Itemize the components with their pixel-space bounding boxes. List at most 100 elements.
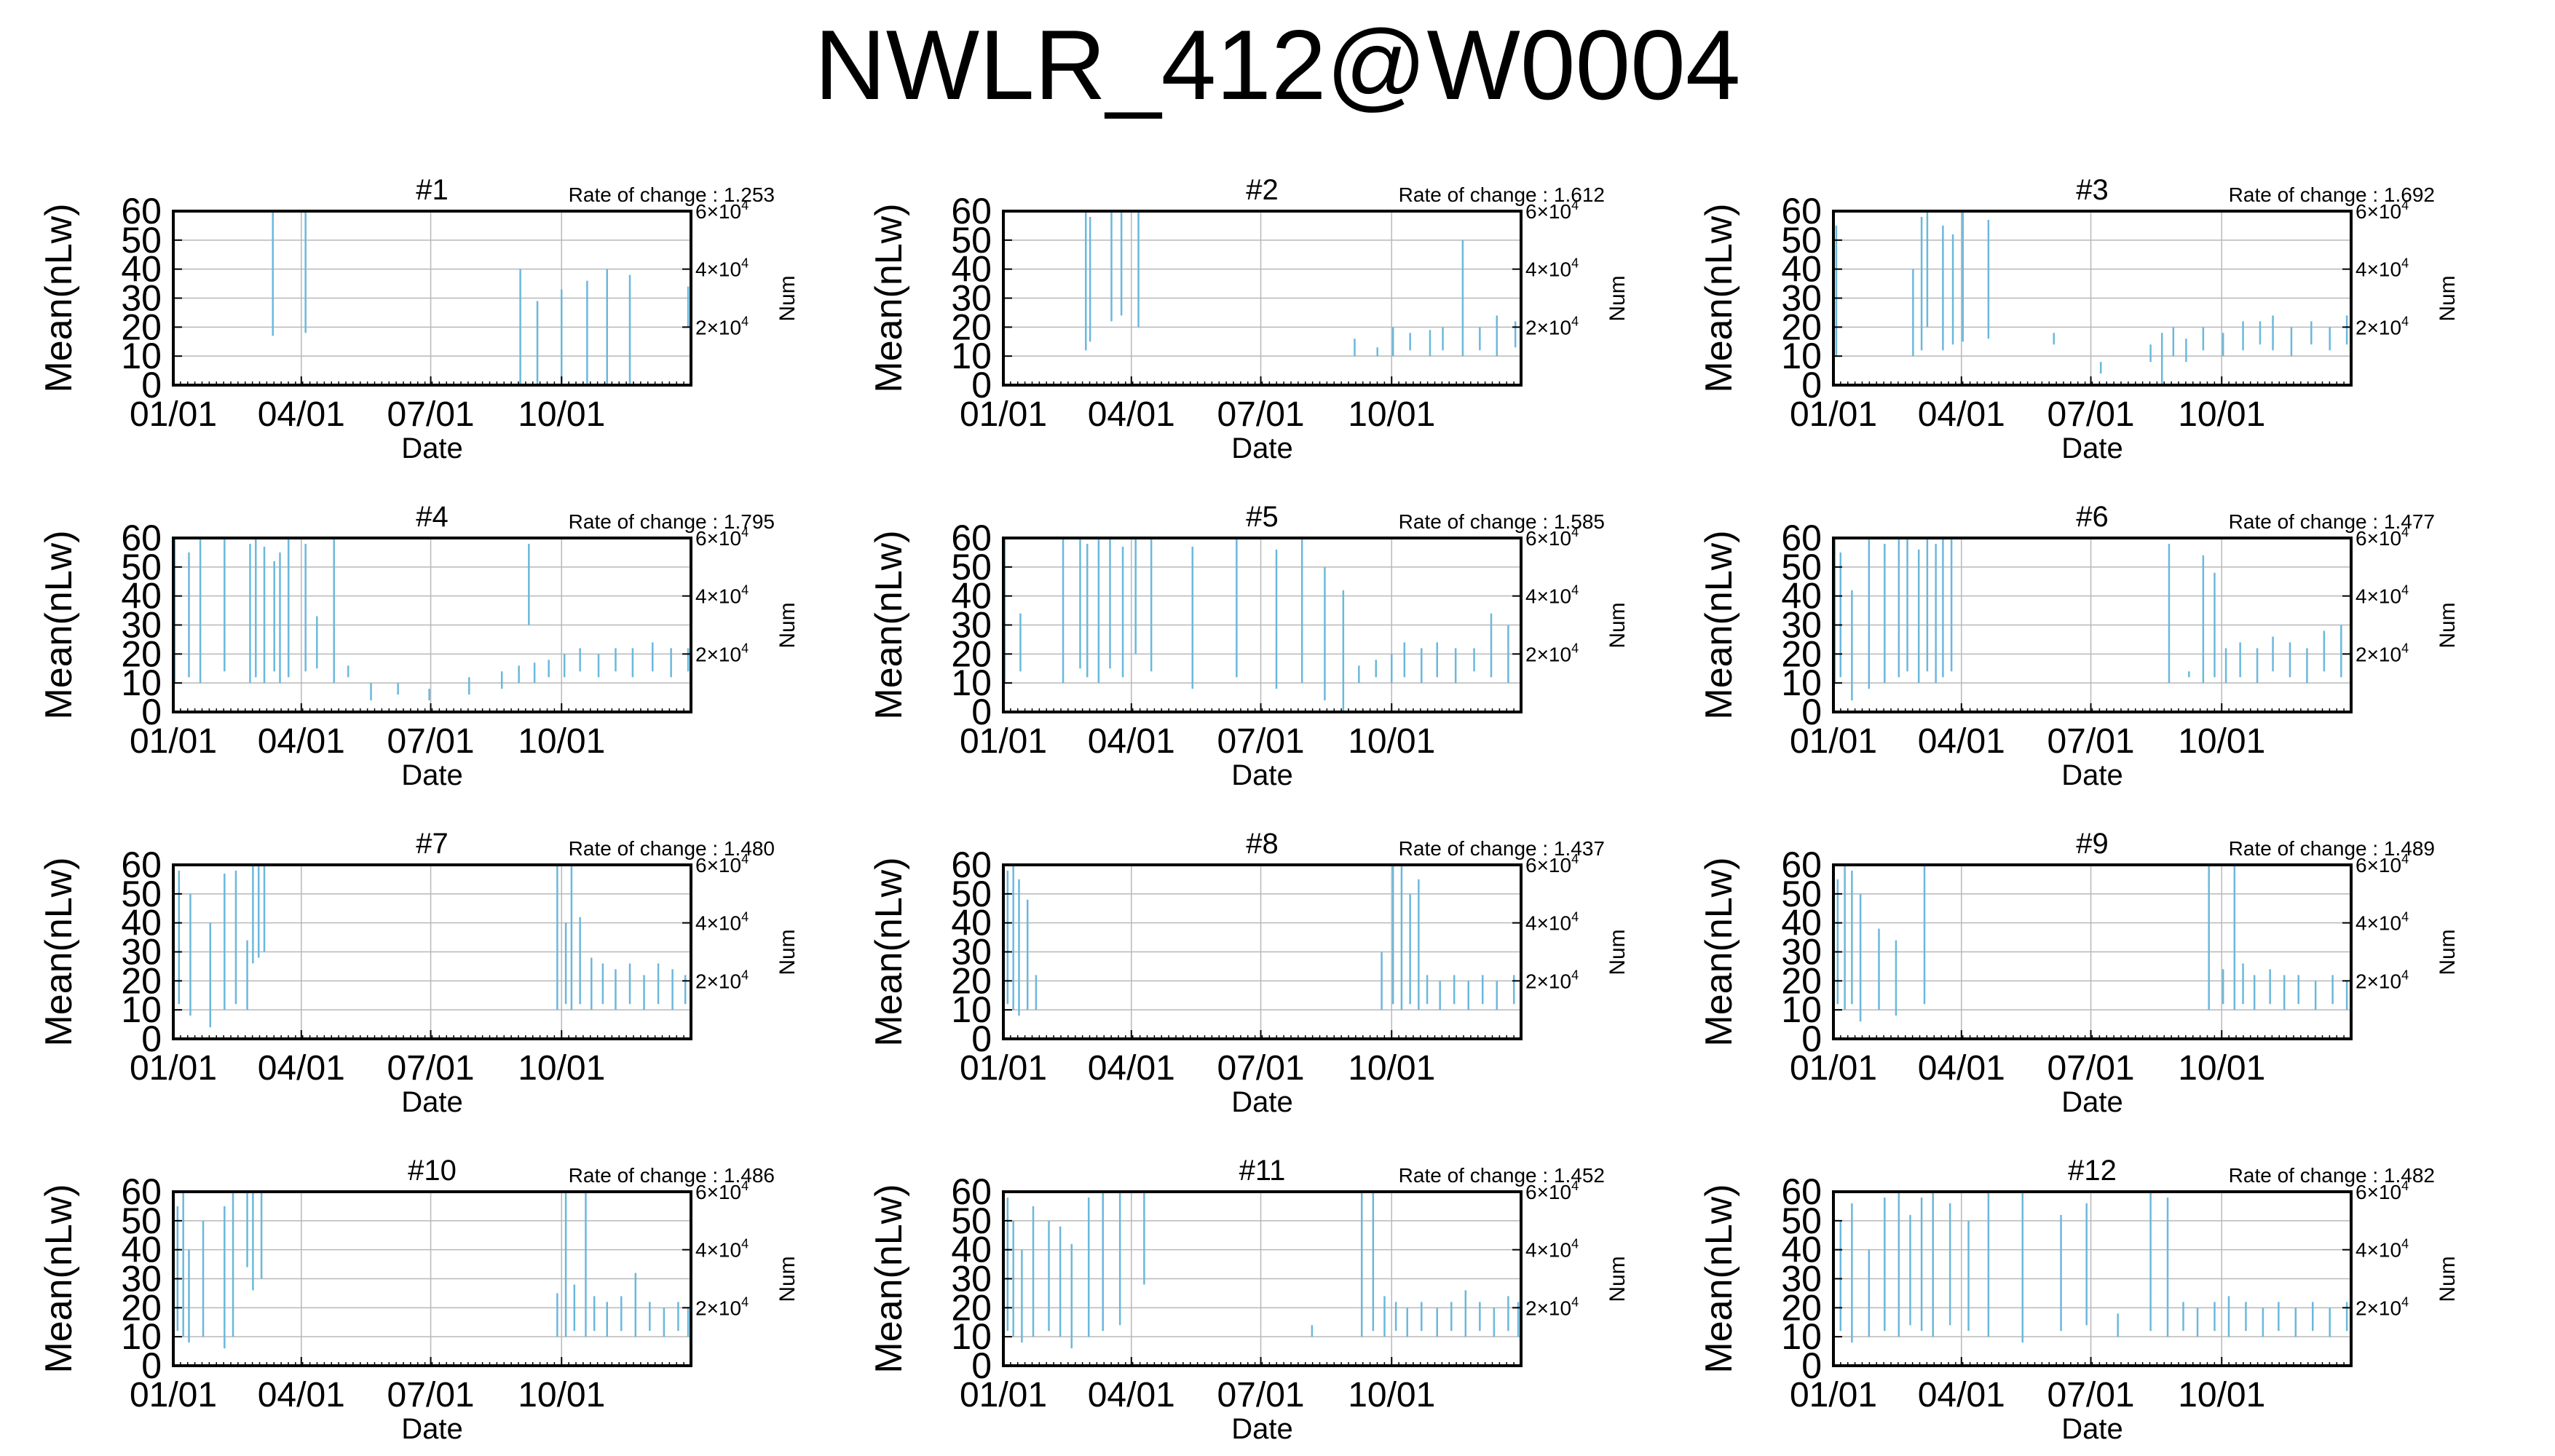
y2-tick-label: 6×104: [1525, 198, 1579, 223]
x-axis-label: Date: [401, 432, 463, 464]
y-tick-label: 40: [951, 576, 992, 617]
rate-of-change: Rate of change : 1.482: [2229, 1164, 2435, 1187]
x-tick-label: 04/01: [1918, 1049, 2005, 1088]
y2-tick-label: 6×104: [2355, 1179, 2409, 1203]
y2-tick-label: 2×104: [695, 641, 749, 665]
x-tick-label: 04/01: [1088, 1376, 1175, 1415]
x-tick-label: 04/01: [258, 1376, 345, 1415]
y2-tick-label: 4×104: [2355, 1237, 2409, 1262]
y-tick-label: 50: [121, 220, 162, 261]
y2-axis-label: Num: [1606, 929, 1630, 975]
x-tick-label: 10/01: [2178, 395, 2265, 434]
x-tick-label: 07/01: [387, 1376, 474, 1415]
y2-axis-label: Num: [2436, 1256, 2460, 1302]
x-tick-label: 07/01: [2047, 395, 2134, 434]
y-tick-label: 10: [1781, 989, 1822, 1030]
x-tick-label: 10/01: [1348, 395, 1435, 434]
panel-title: #7: [416, 828, 449, 860]
x-tick-label: 01/01: [130, 722, 217, 761]
y2-axis-label: Num: [1606, 1256, 1630, 1302]
x-tick-label: 01/01: [130, 1376, 217, 1415]
y-tick-label: 0: [971, 1345, 992, 1386]
y-tick-label: 30: [951, 932, 992, 973]
y-tick-label: 60: [121, 844, 162, 885]
y-tick-label: 20: [121, 960, 162, 1001]
y-tick-label: 60: [951, 844, 992, 885]
y-tick-label: 0: [971, 365, 992, 405]
x-tick-label: 07/01: [387, 722, 474, 761]
x-tick-label: 04/01: [1088, 1049, 1175, 1088]
y-tick-label: 60: [1781, 191, 1822, 232]
x-axis-label: Date: [2061, 1413, 2123, 1445]
y-tick-label: 20: [121, 633, 162, 674]
y2-tick-label: 4×104: [2355, 256, 2409, 281]
y-tick-label: 20: [121, 1287, 162, 1328]
rate-of-change: Rate of change : 1.612: [1399, 183, 1605, 206]
x-axis-label: Date: [2061, 759, 2123, 791]
rate-of-change: Rate of change : 1.486: [569, 1164, 775, 1187]
y2-tick-label: 2×104: [2355, 641, 2409, 665]
y-tick-label: 0: [141, 692, 162, 732]
y-axis-label: Mean(nLw): [868, 857, 910, 1046]
y2-axis-label: Num: [2436, 602, 2460, 648]
x-tick-label: 04/01: [1918, 1376, 2005, 1415]
y-tick-label: 20: [951, 633, 992, 674]
y2-tick-label: 4×104: [1525, 1237, 1579, 1262]
x-tick-label: 10/01: [2178, 1376, 2265, 1415]
y-tick-label: 40: [951, 903, 992, 943]
y-tick-label: 20: [951, 1287, 992, 1328]
figure-title: NWLR_412@W0004: [814, 9, 1741, 120]
y-tick-label: 10: [1781, 336, 1822, 376]
x-tick-label: 01/01: [1790, 1376, 1877, 1415]
y2-tick-label: 2×104: [2355, 1294, 2409, 1319]
y-tick-label: 40: [1781, 576, 1822, 617]
x-tick-label: 10/01: [1348, 1376, 1435, 1415]
y-tick-label: 40: [121, 576, 162, 617]
y-tick-label: 50: [1781, 220, 1822, 261]
x-tick-label: 10/01: [518, 395, 605, 434]
y-tick-label: 60: [951, 518, 992, 558]
y-tick-label: 60: [121, 518, 162, 558]
panel-title: #8: [1246, 828, 1279, 860]
x-tick-label: 10/01: [2178, 722, 2265, 761]
x-tick-label: 01/01: [1790, 722, 1877, 761]
y2-axis-label: Num: [775, 275, 799, 321]
y-tick-label: 30: [951, 1259, 992, 1299]
y2-tick-label: 4×104: [1525, 583, 1579, 608]
y2-tick-label: 2×104: [1525, 641, 1579, 665]
x-tick-label: 04/01: [1918, 722, 2005, 761]
y-tick-label: 60: [1781, 518, 1822, 558]
x-tick-label: 04/01: [1918, 395, 2005, 434]
y2-tick-label: 2×104: [1525, 314, 1579, 339]
y-tick-label: 20: [1781, 960, 1822, 1001]
y2-tick-label: 6×104: [1525, 1179, 1579, 1203]
y-tick-label: 40: [121, 249, 162, 290]
y2-tick-label: 6×104: [2355, 198, 2409, 223]
x-tick-label: 07/01: [387, 395, 474, 434]
y2-tick-label: 6×104: [695, 1179, 749, 1203]
y2-tick-label: 4×104: [2355, 910, 2409, 935]
panel-title: #5: [1246, 501, 1279, 533]
y-axis-label: Mean(nLw): [38, 1184, 80, 1373]
y2-tick-label: 2×104: [2355, 968, 2409, 992]
y-tick-label: 60: [1781, 1171, 1822, 1212]
y-tick-label: 50: [1781, 547, 1822, 587]
panel-title: #12: [2068, 1155, 2117, 1187]
x-tick-label: 10/01: [518, 1376, 605, 1415]
y-tick-label: 10: [1781, 662, 1822, 703]
panel-title: #3: [2076, 174, 2109, 206]
x-axis-label: Date: [401, 759, 463, 791]
x-tick-label: 01/01: [960, 722, 1047, 761]
x-tick-label: 07/01: [1217, 1049, 1304, 1088]
y2-axis-label: Num: [775, 1256, 799, 1302]
y-axis-label: Mean(nLw): [38, 203, 80, 392]
y2-tick-label: 2×104: [2355, 314, 2409, 339]
y2-tick-label: 4×104: [695, 256, 749, 281]
y2-tick-label: 4×104: [1525, 910, 1579, 935]
y-tick-label: 20: [1781, 306, 1822, 347]
y2-tick-label: 2×104: [695, 968, 749, 992]
